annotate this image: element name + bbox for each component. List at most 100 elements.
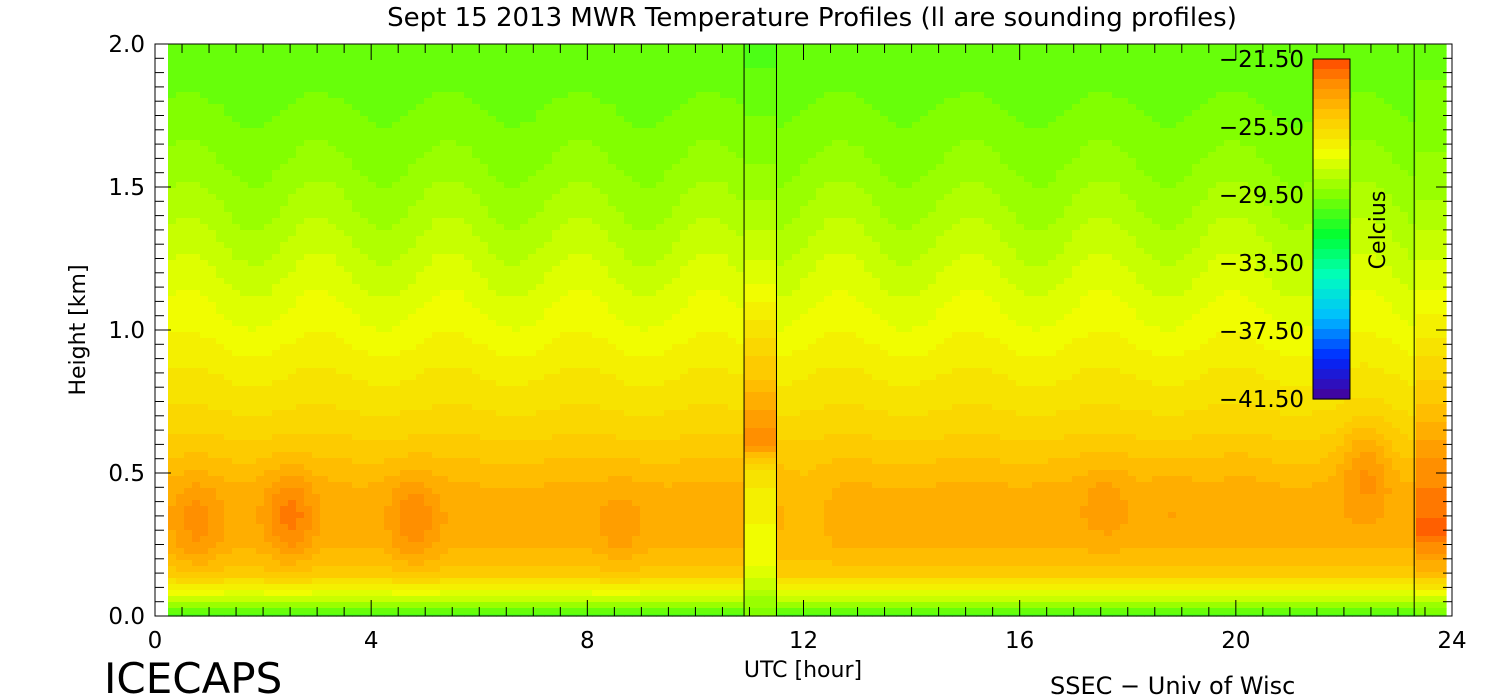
heatmap-cell (192, 254, 201, 261)
heatmap-cell (544, 98, 553, 105)
heatmap-cell (424, 542, 433, 549)
heatmap-cell (328, 272, 337, 279)
heatmap-cell (256, 506, 265, 513)
heatmap-cell (336, 596, 345, 603)
heatmap-cell (368, 518, 377, 525)
heatmap-cell (272, 338, 281, 345)
heatmap-cell (336, 224, 345, 231)
heatmap-cell (296, 560, 305, 567)
heatmap-cell (544, 146, 553, 153)
heatmap-cell (280, 284, 289, 291)
heatmap-cell (328, 362, 337, 369)
heatmap-cell (560, 470, 569, 477)
heatmap-cell (528, 524, 537, 531)
heatmap-cell (488, 278, 497, 285)
heatmap-cell (424, 416, 433, 423)
heatmap-cell (424, 392, 433, 399)
heatmap-cell (304, 56, 313, 63)
heatmap-cell (528, 392, 537, 399)
heatmap-cell (408, 428, 417, 435)
heatmap-cell (424, 152, 433, 159)
heatmap-cell (240, 260, 249, 267)
heatmap-cell (208, 110, 217, 117)
heatmap-cell (200, 536, 209, 543)
heatmap-cell (216, 368, 225, 375)
heatmap-cell (560, 242, 569, 249)
heatmap-cell (536, 596, 545, 603)
heatmap-cell (384, 584, 393, 591)
heatmap-cell (432, 164, 441, 171)
heatmap-cell (248, 122, 257, 129)
heatmap-cell (528, 266, 537, 273)
heatmap-cell (528, 98, 537, 105)
heatmap-cell (568, 206, 577, 213)
heatmap-cell (296, 386, 305, 393)
heatmap-cell (328, 224, 337, 231)
heatmap-cell (248, 290, 257, 297)
heatmap-cell (344, 140, 353, 147)
heatmap-cell (480, 578, 489, 585)
heatmap-cell (416, 194, 425, 201)
heatmap-cell (432, 182, 441, 189)
heatmap-cell (536, 584, 545, 591)
heatmap-cell (176, 608, 185, 615)
heatmap-cell (520, 236, 529, 243)
heatmap-cell (440, 344, 449, 351)
heatmap-cell (208, 578, 217, 585)
heatmap-cell (528, 122, 537, 129)
heatmap-cell (320, 80, 329, 87)
heatmap-cell (288, 554, 297, 561)
heatmap-cell (296, 422, 305, 429)
heatmap-cell (448, 464, 457, 471)
heatmap-cell (448, 122, 457, 129)
heatmap-cell (416, 470, 425, 477)
heatmap-cell (200, 62, 209, 69)
heatmap-cell (208, 464, 217, 471)
heatmap-cell (240, 224, 249, 231)
heatmap-cell (440, 590, 449, 597)
heatmap-cell (328, 98, 337, 105)
heatmap-cell (424, 512, 433, 519)
heatmap-cell (264, 158, 273, 165)
heatmap-cell (424, 440, 433, 447)
heatmap-cell (472, 320, 481, 327)
heatmap-cell (224, 410, 233, 417)
heatmap-cell (248, 128, 257, 135)
heatmap-cell (328, 368, 337, 375)
heatmap-cell (576, 272, 585, 279)
heatmap-cell (376, 296, 385, 303)
heatmap-cell (240, 560, 249, 567)
heatmap-cell (336, 74, 345, 81)
heatmap-cell (344, 326, 353, 333)
heatmap-cell (464, 62, 473, 69)
heatmap-cell (184, 182, 193, 189)
heatmap-cell (272, 134, 281, 141)
heatmap-cell (320, 452, 329, 459)
heatmap-cell (544, 278, 553, 285)
heatmap-cell (576, 284, 585, 291)
heatmap-cell (496, 122, 505, 129)
heatmap-cell (536, 326, 545, 333)
heatmap-cell (400, 350, 409, 357)
heatmap-cell (352, 500, 361, 507)
heatmap-cell (216, 308, 225, 315)
heatmap-cell (568, 326, 577, 333)
heatmap-cell (312, 266, 321, 273)
heatmap-cell (376, 602, 385, 609)
heatmap-cell (576, 92, 585, 99)
heatmap-cell (504, 530, 513, 537)
heatmap-cell (240, 488, 249, 495)
heatmap-cell (576, 494, 585, 501)
heatmap-cell (520, 98, 529, 105)
heatmap-cell (216, 266, 225, 273)
heatmap-cell (464, 80, 473, 87)
heatmap-cell (528, 476, 537, 483)
heatmap-cell (192, 284, 201, 291)
heatmap-cell (488, 212, 497, 219)
heatmap-cell (320, 386, 329, 393)
heatmap-cell (432, 110, 441, 117)
heatmap-cell (432, 302, 441, 309)
heatmap-cell (472, 44, 481, 51)
heatmap-cell (216, 272, 225, 279)
heatmap-cell (232, 428, 241, 435)
